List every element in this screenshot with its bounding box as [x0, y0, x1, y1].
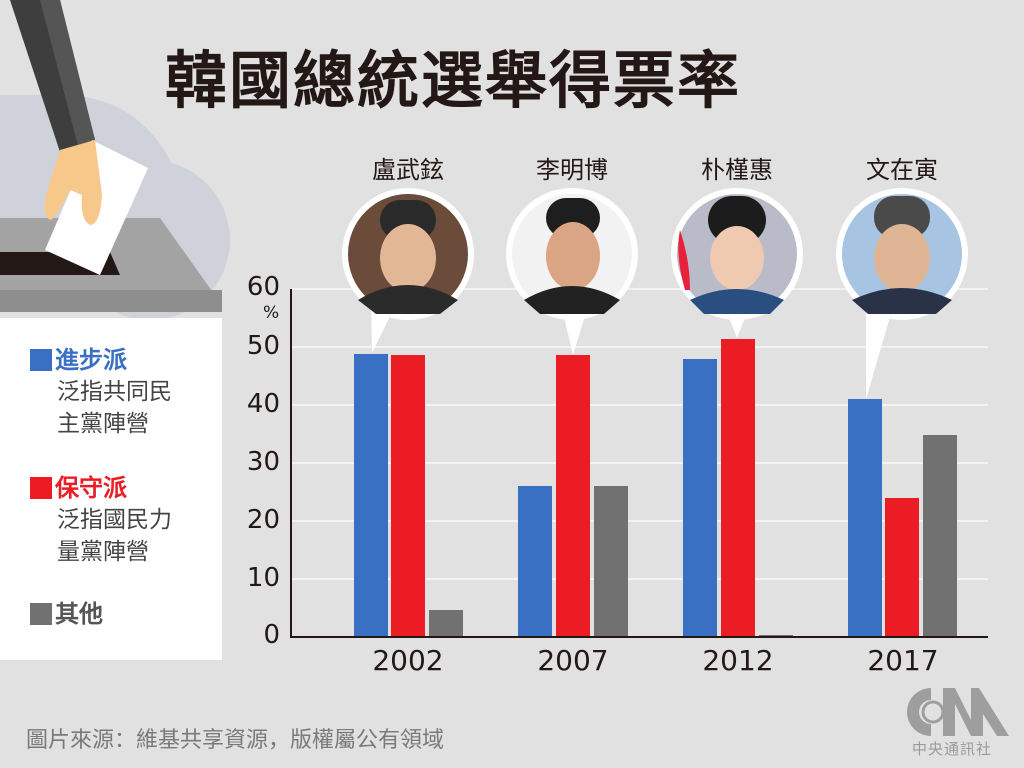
cna-logo-text: 中央通訊社 — [912, 740, 993, 758]
chart-title: 韓國總統選舉得票率 — [165, 44, 742, 117]
bar-2002-progressive — [354, 354, 388, 637]
bar-2017-other — [923, 435, 957, 637]
candidate-bubble-2007 — [506, 188, 638, 355]
bar-2007-progressive — [518, 486, 552, 637]
bar-2017-progressive — [848, 399, 882, 637]
x-tick-2017: 2017 — [867, 644, 939, 677]
bar-2012-conservative — [721, 339, 755, 637]
candidate-name-2017: 文在寅 — [866, 156, 938, 184]
legend-item-conservative: 保守派 泛指國民力 量黨陣營 — [30, 472, 172, 568]
image-source-credit: 圖片來源：維基共享資源，版權屬公有領域 — [26, 728, 445, 753]
candidate-name-2007: 李明博 — [536, 156, 608, 184]
y-tick-30: 30 — [246, 447, 280, 477]
candidate-name-2012: 朴槿惠 — [701, 156, 773, 184]
x-tick-2002: 2002 — [372, 644, 444, 677]
legend-swatch-blue — [30, 349, 52, 371]
bar-2007-conservative — [556, 355, 590, 637]
legend-item-other: 其他 — [30, 598, 103, 630]
legend-description: 主黨陣營 — [57, 411, 149, 437]
candidate-bubble-2017 — [836, 188, 968, 399]
bar-2002-other — [429, 610, 463, 637]
candidate-name-2002: 盧武鉉 — [372, 156, 444, 184]
legend-swatch-red — [30, 477, 52, 499]
bar-2012-progressive — [683, 359, 717, 637]
legend-panel: 進步派 泛指共同民 主黨陣營 保守派 泛指國民力 量黨陣營 其他 — [0, 318, 222, 660]
ballot-illustration — [0, 0, 230, 320]
y-unit: % — [263, 303, 280, 323]
bar-2007-other — [594, 486, 628, 637]
legend-label: 其他 — [55, 600, 103, 628]
y-tick-10: 10 — [246, 563, 280, 593]
y-tick-0: 0 — [263, 620, 280, 650]
legend-swatch-gray — [30, 603, 52, 625]
legend-description: 量黨陣營 — [57, 539, 149, 565]
legend-item-progressive: 進步派 泛指共同民 主黨陣營 — [30, 344, 172, 440]
bar-2002-conservative — [391, 355, 425, 637]
candidate-bubble-2002 — [342, 188, 474, 353]
legend-description: 泛指共同民 — [57, 379, 172, 405]
y-tick-20: 20 — [246, 505, 280, 535]
legend-label: 保守派 — [55, 474, 127, 502]
x-tick-2007: 2007 — [537, 644, 609, 677]
legend-description: 泛指國民力 — [57, 507, 172, 533]
candidate-bubble-2012 — [671, 188, 803, 338]
bar-2017-conservative — [885, 498, 919, 637]
x-tick-2012: 2012 — [702, 644, 774, 677]
legend-label: 進步派 — [55, 346, 127, 374]
y-tick-40: 40 — [246, 389, 280, 419]
cna-logo-icon — [907, 688, 1009, 736]
y-tick-50: 50 — [246, 331, 280, 361]
y-tick-60: 60 — [246, 272, 280, 302]
